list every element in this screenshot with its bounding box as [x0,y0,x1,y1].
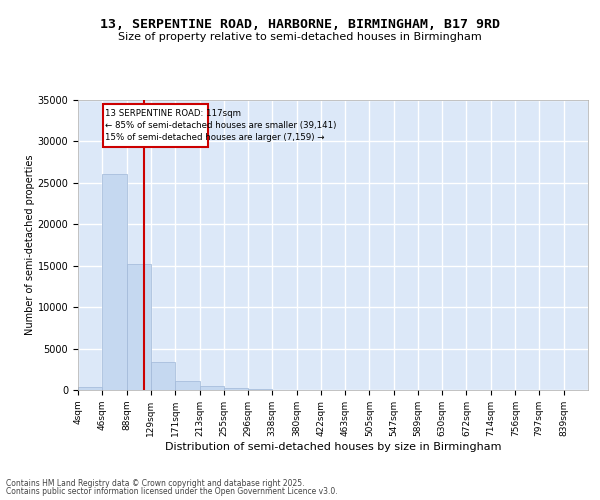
Text: 15% of semi-detached houses are larger (7,159) →: 15% of semi-detached houses are larger (… [105,133,324,142]
Bar [103,104,208,147]
X-axis label: Distribution of semi-detached houses by size in Birmingham: Distribution of semi-detached houses by … [165,442,501,452]
Bar [248,389,272,390]
Bar [151,362,175,390]
Text: Size of property relative to semi-detached houses in Birmingham: Size of property relative to semi-detach… [118,32,482,42]
Bar [78,386,103,390]
Text: Contains public sector information licensed under the Open Government Licence v3: Contains public sector information licen… [6,487,338,496]
Text: Contains HM Land Registry data © Crown copyright and database right 2025.: Contains HM Land Registry data © Crown c… [6,478,305,488]
Text: 13, SERPENTINE ROAD, HARBORNE, BIRMINGHAM, B17 9RD: 13, SERPENTINE ROAD, HARBORNE, BIRMINGHA… [100,18,500,30]
Bar [224,388,248,390]
Bar [200,386,224,390]
Text: 13 SERPENTINE ROAD: 117sqm: 13 SERPENTINE ROAD: 117sqm [105,109,241,118]
Bar [127,264,151,390]
Bar [175,381,200,390]
Bar [103,174,127,390]
Y-axis label: Number of semi-detached properties: Number of semi-detached properties [25,155,35,336]
Text: ← 85% of semi-detached houses are smaller (39,141): ← 85% of semi-detached houses are smalle… [105,120,336,130]
